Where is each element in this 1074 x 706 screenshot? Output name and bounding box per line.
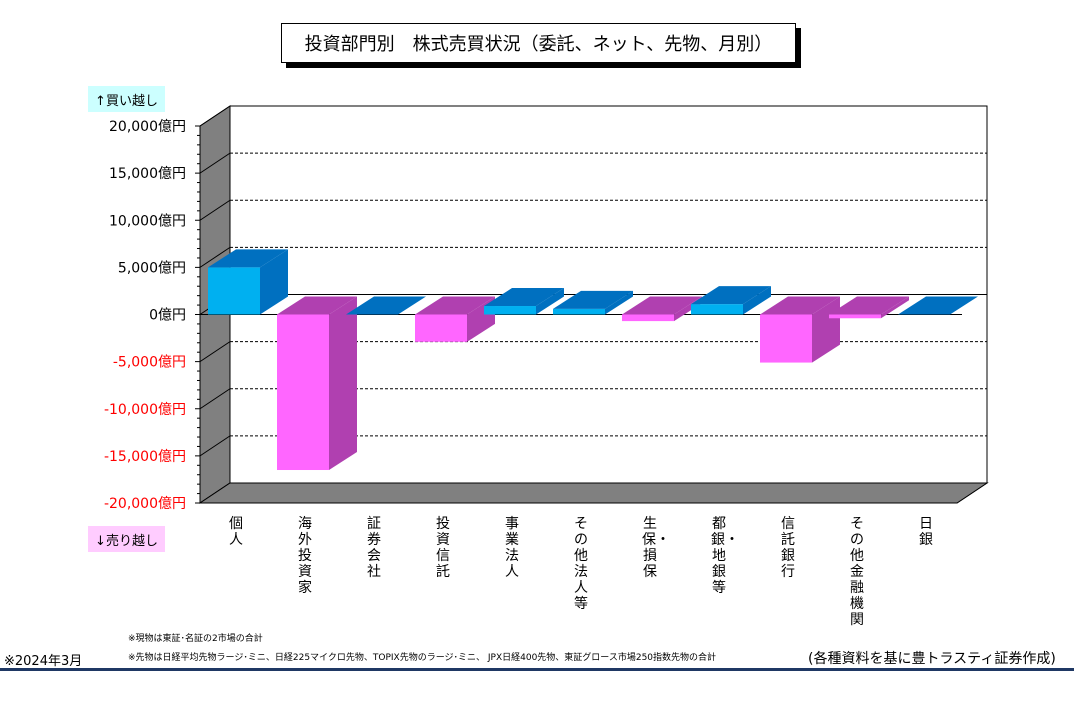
grid-diagonal bbox=[199, 105, 231, 127]
bar bbox=[760, 314, 812, 363]
bar bbox=[415, 314, 467, 342]
y-tick-label: -15,000億円 bbox=[104, 449, 186, 465]
bar-side bbox=[260, 249, 288, 315]
grid-diagonal bbox=[199, 435, 231, 457]
grid-diagonal bbox=[199, 246, 231, 268]
bar-top bbox=[277, 296, 357, 315]
bar bbox=[553, 308, 605, 315]
bar-top bbox=[484, 288, 564, 307]
bar-top bbox=[691, 286, 771, 305]
bar-top bbox=[898, 296, 978, 315]
category-label: 信託銀行 bbox=[781, 516, 795, 580]
category-label: 個人 bbox=[229, 516, 243, 548]
bar-side bbox=[743, 286, 771, 315]
y-tick-label: 10,000億円 bbox=[109, 213, 186, 229]
y-tick-label: 0億円 bbox=[149, 308, 186, 324]
bar-top bbox=[208, 249, 288, 268]
grid-diagonal bbox=[199, 388, 231, 410]
note-futures: ※先物は日経平均先物ラージ･ミニ、日経225マイクロ先物、TOPIX先物のラージ… bbox=[128, 653, 717, 663]
bar-side bbox=[881, 296, 909, 319]
bottom-rule bbox=[0, 668, 1074, 671]
sell-over-badge: ↓売り越し bbox=[88, 526, 165, 552]
floor-top bbox=[198, 482, 989, 504]
y-tick-label: 5,000億円 bbox=[118, 260, 186, 276]
category-label: その他金融機関 bbox=[850, 516, 864, 628]
bar bbox=[829, 314, 881, 319]
grid-diagonal bbox=[199, 199, 231, 221]
bar-top bbox=[829, 296, 909, 315]
date-label: ※2024年3月 bbox=[4, 654, 83, 669]
bar bbox=[691, 304, 743, 315]
chart-title: 投資部門別 株式売買状況（委託、ネット、先物、月別） bbox=[281, 23, 796, 63]
category-label: 生保・損保 bbox=[642, 516, 670, 580]
y-tick-label: -20,000億円 bbox=[104, 496, 186, 512]
bar-top bbox=[553, 290, 633, 309]
category-label: 投資信託 bbox=[436, 516, 450, 580]
bar bbox=[484, 306, 536, 315]
buy-over-badge: ↑買い越し bbox=[88, 86, 165, 112]
grid-diagonal bbox=[199, 341, 231, 363]
bar bbox=[622, 314, 674, 322]
category-label: 証券会社 bbox=[367, 516, 381, 580]
category-label: 都銀・地銀等 bbox=[711, 516, 739, 596]
y-tick-label: 15,000億円 bbox=[109, 166, 186, 182]
bar-top bbox=[760, 296, 840, 315]
bar-top bbox=[622, 296, 702, 315]
bar-chart: 20,000億円 15,000億円 10,000億円 5,000億円 0億円 -5,000… bbox=[104, 105, 989, 512]
category-label: 海外投資家 bbox=[298, 516, 312, 596]
note-spot: ※現物は東証･名証の2市場の合計 bbox=[128, 634, 263, 644]
bar bbox=[277, 314, 329, 471]
grid-diagonal bbox=[199, 152, 231, 174]
bar-top bbox=[415, 296, 495, 315]
category-label: その他法人等 bbox=[574, 516, 588, 612]
bar-top bbox=[346, 296, 426, 315]
bar bbox=[208, 267, 260, 315]
category-label: 事業法人 bbox=[505, 516, 519, 580]
y-tick-label: 20,000億円 bbox=[109, 119, 186, 135]
bar-side bbox=[329, 296, 357, 471]
source-label: (各種資料を基に豊トラスティ証券作成) bbox=[808, 651, 1056, 667]
bar-side bbox=[536, 288, 564, 315]
y-tick-label: -5,000億円 bbox=[113, 355, 186, 371]
y-tick-label: -10,000億円 bbox=[104, 402, 186, 418]
category-label: 日銀 bbox=[919, 516, 933, 548]
bar-side bbox=[605, 290, 633, 315]
